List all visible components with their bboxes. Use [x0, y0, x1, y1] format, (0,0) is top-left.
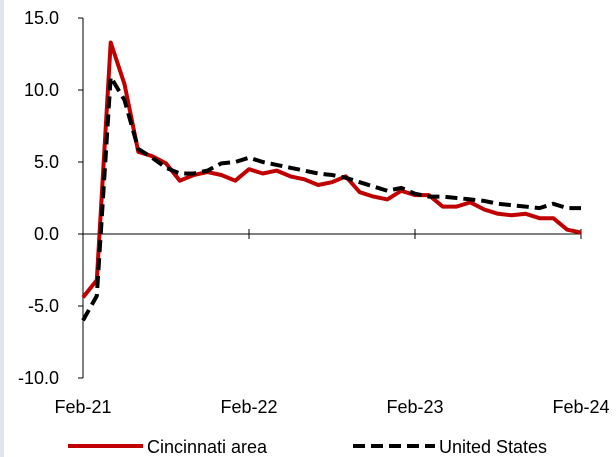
legend-label: United States	[439, 437, 547, 457]
left-border	[0, 0, 4, 457]
series-line-cincinnati-area	[81, 40, 582, 299]
x-axis-ticks: Feb-21 Feb-22 Feb-23 Feb-24	[54, 229, 610, 417]
x-tick-label: Feb-23	[386, 397, 443, 417]
y-axis-ticks: 15.0 10.0 5.0 0.0 -5.0 -10.0	[18, 8, 83, 388]
y-tick-label: 15.0	[24, 8, 59, 28]
series-line-united-states	[81, 75, 581, 322]
series-layer	[81, 40, 582, 322]
x-tick-label: Feb-24	[552, 397, 609, 417]
y-tick-label: -5.0	[28, 296, 59, 316]
y-tick-label: 0.0	[34, 224, 59, 244]
legend-label: Cincinnati area	[147, 437, 268, 457]
y-tick-label: 5.0	[34, 152, 59, 172]
axes	[82, 18, 581, 378]
y-tick-label: -10.0	[18, 368, 59, 388]
legend: Cincinnati area United States	[68, 437, 547, 457]
x-tick-label: Feb-21	[54, 397, 111, 417]
x-tick-label: Feb-22	[220, 397, 277, 417]
y-tick-label: 10.0	[24, 80, 59, 100]
